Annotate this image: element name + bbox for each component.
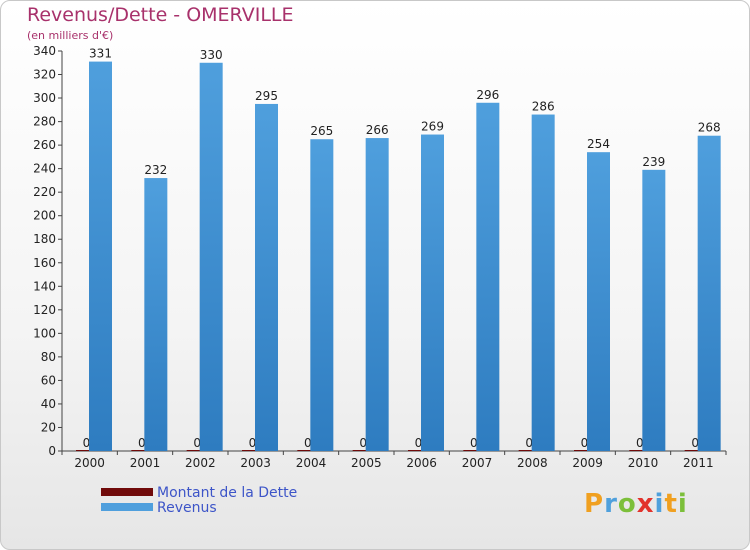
bar-debt bbox=[463, 450, 487, 451]
y-tick-label: 60 bbox=[41, 373, 56, 387]
bar-debt bbox=[629, 450, 653, 451]
bar-revenue bbox=[531, 114, 555, 451]
x-tick-label: 2011 bbox=[683, 456, 714, 470]
y-tick-label: 0 bbox=[48, 444, 56, 458]
bar-revenue bbox=[587, 152, 610, 452]
y-tick-label: 100 bbox=[33, 326, 56, 340]
logo-letter: r bbox=[604, 489, 618, 519]
legend: Montant de la Dette Revenus bbox=[101, 486, 297, 516]
bar-debt bbox=[352, 450, 376, 451]
legend-label-revenue: Revenus bbox=[157, 500, 217, 516]
bar-debt bbox=[186, 450, 210, 451]
bar-revenue bbox=[199, 62, 223, 451]
bar-debt bbox=[684, 450, 708, 451]
bar-revenue bbox=[642, 169, 666, 451]
bar-debt bbox=[242, 450, 265, 451]
value-label-revenue: 269 bbox=[421, 120, 444, 134]
bar-revenue bbox=[476, 102, 500, 451]
value-label-debt: 0 bbox=[415, 436, 423, 450]
y-tick-label: 140 bbox=[33, 279, 56, 293]
y-tick-label: 40 bbox=[41, 397, 56, 411]
value-label-revenue: 239 bbox=[642, 155, 665, 169]
logo-letter: P bbox=[584, 489, 605, 519]
x-tick-label: 2000 bbox=[74, 456, 105, 470]
bar-revenue bbox=[89, 61, 112, 452]
bar-debt bbox=[297, 450, 321, 451]
y-tick-label: 280 bbox=[33, 115, 56, 129]
value-label-revenue: 286 bbox=[532, 100, 555, 114]
value-label-revenue: 295 bbox=[255, 89, 278, 103]
value-label-debt: 0 bbox=[359, 436, 367, 450]
bar-debt bbox=[131, 450, 155, 451]
value-label-revenue: 296 bbox=[476, 88, 499, 102]
value-label-revenue: 268 bbox=[698, 121, 721, 135]
y-tick-label: 340 bbox=[33, 44, 56, 58]
proxiti-logo: Proxiti bbox=[584, 489, 688, 519]
bar-revenue bbox=[421, 134, 444, 451]
legend-swatch-debt bbox=[101, 488, 153, 496]
bar-revenue bbox=[144, 178, 168, 451]
y-tick-label: 160 bbox=[33, 256, 56, 270]
x-tick-label: 2007 bbox=[462, 456, 493, 470]
y-tick-label: 200 bbox=[33, 209, 56, 223]
x-tick-label: 2003 bbox=[240, 456, 271, 470]
value-label-debt: 0 bbox=[636, 436, 644, 450]
y-tick-label: 300 bbox=[33, 91, 56, 105]
value-label-debt: 0 bbox=[193, 436, 201, 450]
bar-revenue bbox=[365, 138, 389, 451]
y-tick-label: 260 bbox=[33, 138, 56, 152]
value-label-revenue: 331 bbox=[89, 47, 112, 61]
logo-letter: i bbox=[654, 489, 665, 519]
y-tick-label: 20 bbox=[41, 420, 56, 434]
bar-revenue bbox=[697, 135, 721, 452]
value-label-revenue: 266 bbox=[366, 123, 389, 137]
x-tick-label: 2009 bbox=[572, 456, 603, 470]
legend-item-debt: Montant de la Dette bbox=[101, 486, 297, 501]
chart-subtitle: (en milliers d'€) bbox=[27, 29, 114, 42]
y-tick-label: 320 bbox=[33, 68, 56, 82]
value-label-revenue: 232 bbox=[144, 163, 167, 177]
value-label-debt: 0 bbox=[249, 436, 257, 450]
x-tick-label: 2004 bbox=[296, 456, 327, 470]
bar-debt bbox=[76, 450, 99, 451]
bar-revenue bbox=[255, 103, 278, 452]
bar-debt bbox=[518, 450, 542, 451]
y-tick-label: 180 bbox=[33, 232, 56, 246]
x-tick-label: 2002 bbox=[185, 456, 216, 470]
value-label-revenue: 265 bbox=[310, 124, 333, 138]
value-label-revenue: 330 bbox=[200, 48, 223, 62]
legend-item-revenue: Revenus bbox=[101, 501, 297, 516]
value-label-debt: 0 bbox=[470, 436, 478, 450]
value-label-debt: 0 bbox=[581, 436, 589, 450]
value-label-debt: 0 bbox=[525, 436, 533, 450]
value-label-debt: 0 bbox=[304, 436, 312, 450]
y-tick-label: 220 bbox=[33, 185, 56, 199]
value-label-debt: 0 bbox=[691, 436, 699, 450]
x-tick-label: 2006 bbox=[406, 456, 437, 470]
bar-chart: 0 20 40 60 80 100 120 140 160 180 200 220 240 260 280 3… bbox=[33, 44, 727, 470]
y-tick-label: 80 bbox=[41, 350, 56, 364]
value-label-debt: 0 bbox=[83, 436, 91, 450]
logo-letter: i bbox=[677, 489, 688, 519]
logo-letter: x bbox=[636, 489, 655, 519]
bar-revenue bbox=[310, 139, 334, 451]
y-tick-label: 240 bbox=[33, 162, 56, 176]
legend-label-debt: Montant de la Dette bbox=[157, 485, 298, 501]
x-tick-label: 2008 bbox=[517, 456, 548, 470]
x-tick-label: 2010 bbox=[628, 456, 659, 470]
logo-letter: o bbox=[617, 489, 637, 519]
chart-title: Revenus/Dette - OMERVILLE bbox=[27, 4, 294, 26]
y-tick-label: 120 bbox=[33, 303, 56, 317]
value-label-debt: 0 bbox=[138, 436, 146, 450]
x-tick-label: 2005 bbox=[351, 456, 382, 470]
bar-debt bbox=[408, 450, 431, 451]
legend-swatch-revenue bbox=[101, 503, 153, 511]
value-label-revenue: 254 bbox=[587, 137, 610, 151]
x-tick-label: 2001 bbox=[130, 456, 161, 470]
logo-letter: t bbox=[664, 489, 678, 519]
bar-debt bbox=[574, 450, 597, 451]
